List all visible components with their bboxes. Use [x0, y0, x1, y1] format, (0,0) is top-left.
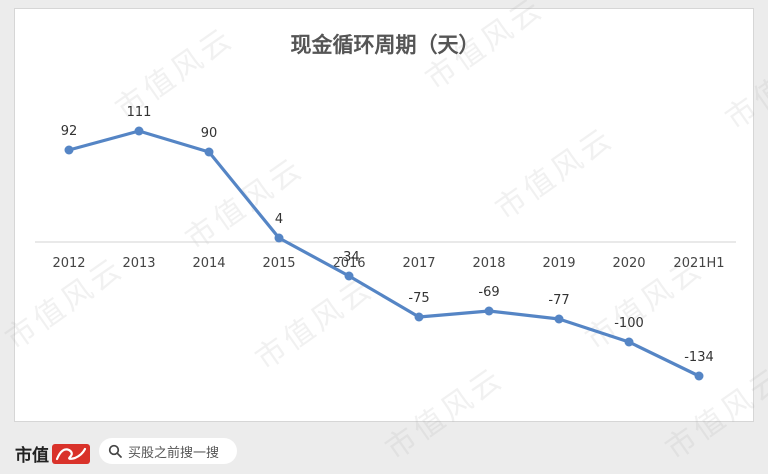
data-label: 90 [201, 126, 218, 141]
x-tick-label: 2012 [52, 256, 85, 271]
data-point [484, 306, 494, 316]
data-label: 4 [275, 212, 283, 227]
line-chart: 现金循环周期（天） 2012 2013 2014 2015 2016 2017 2018 20… [35, 33, 736, 381]
data-point [64, 145, 74, 155]
x-tick-label: 2019 [542, 256, 575, 271]
x-tick-label: 2020 [612, 256, 645, 271]
data-point [274, 233, 284, 243]
data-label: -100 [614, 316, 644, 331]
brand-logo[interactable]: 市值 [15, 441, 90, 466]
x-tick-label: 2015 [262, 256, 295, 271]
search-icon [108, 444, 122, 458]
data-label: -75 [408, 291, 429, 306]
data-label: 92 [61, 124, 78, 139]
x-tick-label: 2014 [192, 256, 225, 271]
data-point [344, 271, 354, 281]
data-point [554, 314, 564, 324]
data-label: 111 [127, 105, 152, 120]
data-label: -134 [684, 350, 714, 365]
data-label: -34 [338, 250, 359, 265]
search-box[interactable]: 买股之前搜一搜 [99, 438, 237, 464]
data-label: -69 [478, 285, 499, 300]
search-placeholder: 买股之前搜一搜 [128, 445, 220, 461]
x-tick-label: 2017 [402, 256, 435, 271]
logo-mark [52, 443, 90, 464]
data-label: -77 [548, 293, 569, 308]
data-point [694, 371, 704, 381]
logo-text: 市值 [15, 446, 49, 466]
data-point [134, 126, 144, 136]
data-point [204, 147, 214, 157]
x-tick-label: 2016 [332, 256, 365, 271]
x-tick-label: 2013 [122, 256, 155, 271]
series-line [68, 129, 700, 378]
data-point [624, 337, 634, 347]
chart-title: 现金循环周期（天） [291, 33, 480, 57]
x-tick-label: 2018 [472, 256, 505, 271]
x-tick-label: 2021H1 [673, 256, 724, 271]
footer: 市值 买股之前搜一搜 [0, 428, 768, 474]
data-point [414, 312, 424, 322]
